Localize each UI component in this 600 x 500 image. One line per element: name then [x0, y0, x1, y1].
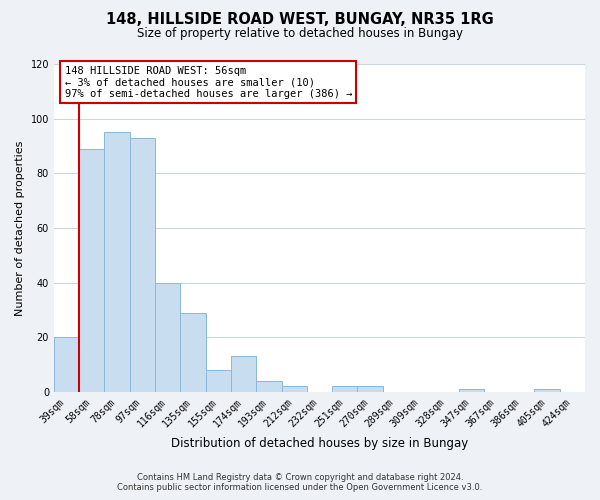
Bar — [130, 138, 155, 392]
Bar — [256, 381, 281, 392]
Bar — [181, 312, 206, 392]
Bar — [281, 386, 307, 392]
Bar — [231, 356, 256, 392]
Bar — [458, 389, 484, 392]
Bar — [155, 282, 181, 392]
Text: Contains HM Land Registry data © Crown copyright and database right 2024.
Contai: Contains HM Land Registry data © Crown c… — [118, 473, 482, 492]
Text: Size of property relative to detached houses in Bungay: Size of property relative to detached ho… — [137, 28, 463, 40]
X-axis label: Distribution of detached houses by size in Bungay: Distribution of detached houses by size … — [171, 437, 468, 450]
Bar — [206, 370, 231, 392]
Bar — [54, 337, 79, 392]
Text: 148, HILLSIDE ROAD WEST, BUNGAY, NR35 1RG: 148, HILLSIDE ROAD WEST, BUNGAY, NR35 1R… — [106, 12, 494, 28]
Bar — [79, 148, 104, 392]
Bar — [535, 389, 560, 392]
Bar — [358, 386, 383, 392]
Text: 148 HILLSIDE ROAD WEST: 56sqm
← 3% of detached houses are smaller (10)
97% of se: 148 HILLSIDE ROAD WEST: 56sqm ← 3% of de… — [65, 66, 352, 99]
Bar — [104, 132, 130, 392]
Y-axis label: Number of detached properties: Number of detached properties — [15, 140, 25, 316]
Bar — [332, 386, 358, 392]
